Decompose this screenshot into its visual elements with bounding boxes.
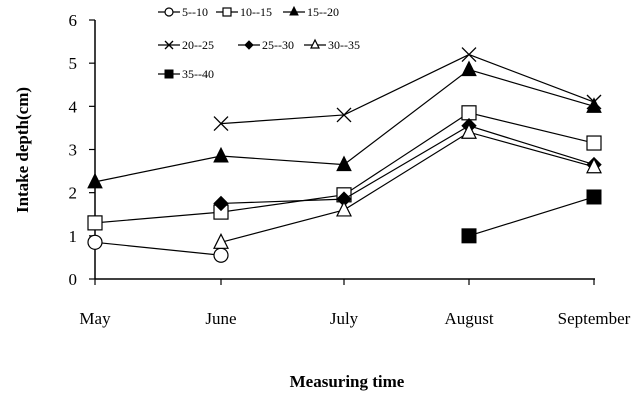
- y-tick-label: 1: [69, 227, 78, 246]
- legend-item: 35--40: [158, 67, 214, 81]
- legend-label: 20--25: [182, 38, 214, 52]
- data-point-marker: [87, 234, 103, 250]
- data-point-marker: [336, 155, 352, 172]
- legend-label: 5--10: [182, 5, 208, 19]
- legend-item: 10--15: [216, 5, 272, 19]
- legend-item: 15--20: [283, 5, 339, 19]
- x-tick-label: September: [558, 309, 631, 328]
- data-point-marker: [164, 69, 174, 79]
- data-point-marker: [461, 60, 477, 77]
- series-layer: [87, 47, 602, 263]
- data-point-marker: [336, 200, 352, 217]
- data-point-marker: [586, 135, 602, 151]
- x-ticks: May June July August September: [79, 279, 631, 328]
- data-point-marker: [461, 105, 477, 121]
- legend: 5--10 10--15 15--20 20--25 25--30 30--35 35--4…: [158, 5, 360, 81]
- legend-label: 10--15: [240, 5, 272, 19]
- series-line: [220, 131, 595, 243]
- series-line: [468, 196, 595, 237]
- legend-item: 30--35: [304, 38, 360, 52]
- legend-label: 15--20: [307, 5, 339, 19]
- data-point-marker: [87, 215, 103, 231]
- legend-item: 20--25: [158, 38, 214, 52]
- series-line: [94, 241, 222, 256]
- y-tick-label: 2: [69, 184, 78, 203]
- y-tick-label: 5: [69, 54, 78, 73]
- data-point-marker: [164, 40, 174, 50]
- series-30-35: [213, 122, 602, 249]
- data-point-marker: [213, 146, 229, 163]
- y-tick-label: 6: [69, 11, 78, 30]
- data-point-marker: [87, 172, 103, 189]
- data-point-marker: [461, 228, 477, 244]
- data-point-marker: [586, 94, 602, 110]
- x-tick-label: August: [444, 309, 493, 328]
- y-tick-label: 4: [69, 97, 78, 116]
- data-point-marker: [461, 122, 477, 139]
- data-point-marker: [461, 47, 477, 62]
- data-point-marker: [310, 38, 320, 49]
- axes: [94, 20, 595, 280]
- x-tick-label: June: [205, 309, 236, 328]
- y-axis-title: Intake depth(cm): [13, 87, 32, 213]
- x-axis-title: Measuring time: [290, 372, 405, 391]
- data-point-marker: [213, 232, 229, 249]
- y-tick-label: 3: [69, 141, 78, 160]
- data-point-marker: [164, 7, 174, 17]
- legend-item: 25--30: [238, 38, 294, 52]
- data-point-marker: [222, 7, 232, 17]
- series-20-25: [213, 47, 602, 132]
- legend-item: 5--10: [158, 5, 208, 19]
- data-point-marker: [213, 195, 229, 212]
- series-35-40: [461, 189, 602, 244]
- data-point-marker: [336, 107, 352, 123]
- data-point-marker: [586, 157, 602, 174]
- series-line: [220, 53, 595, 125]
- y-ticks: 0 1 2 3 4 5 6: [69, 11, 95, 289]
- data-point-marker: [213, 247, 229, 263]
- legend-label: 35--40: [182, 67, 214, 81]
- data-point-marker: [586, 189, 602, 205]
- x-tick-label: May: [79, 309, 111, 328]
- data-point-marker: [244, 40, 254, 50]
- series-line: [220, 125, 595, 205]
- series-25-30: [213, 118, 602, 212]
- x-tick-label: July: [330, 309, 359, 328]
- series-5-10: [87, 234, 229, 263]
- data-point-marker: [289, 5, 299, 16]
- legend-label: 30--35: [328, 38, 360, 52]
- legend-label: 25--30: [262, 38, 294, 52]
- series-15-20: [87, 60, 602, 189]
- data-point-marker: [213, 116, 229, 132]
- y-tick-label: 0: [69, 270, 78, 289]
